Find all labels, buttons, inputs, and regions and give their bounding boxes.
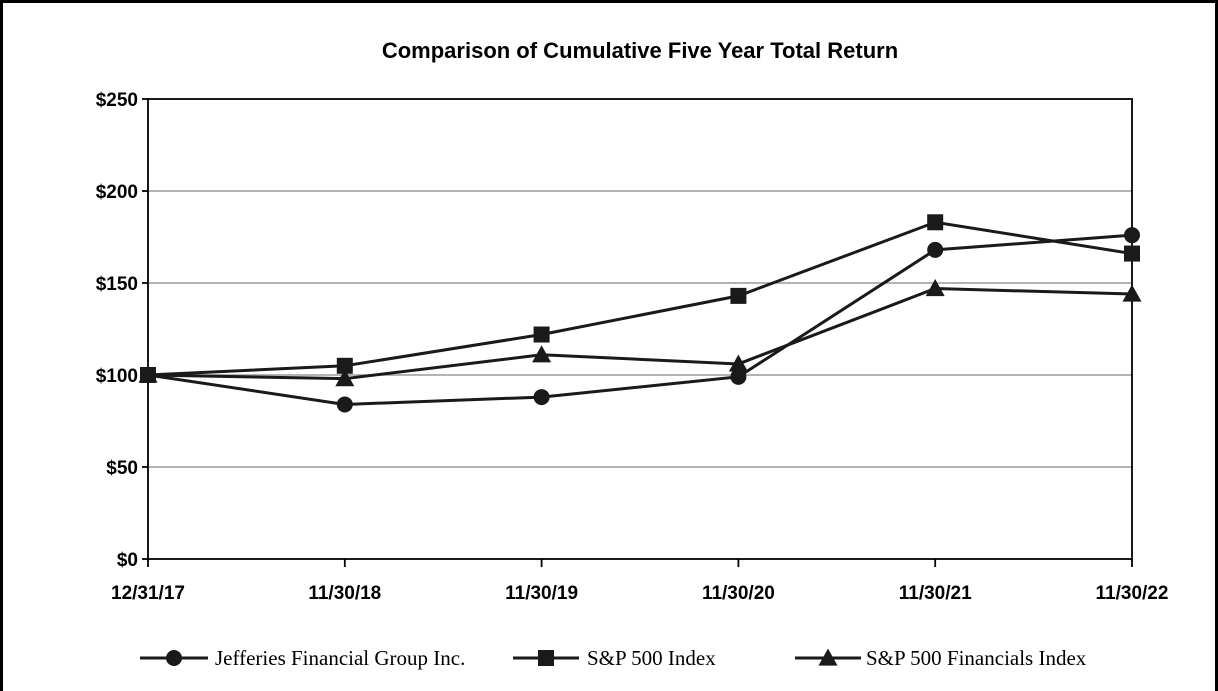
- data-point-triangle: [728, 354, 748, 372]
- data-point-square: [1124, 245, 1140, 262]
- y-tick-label: $50: [106, 458, 138, 479]
- legend-item: Jefferies Financial Group Inc.: [140, 646, 465, 670]
- data-point-square: [336, 357, 353, 374]
- y-tick-label: $200: [96, 182, 138, 203]
- legend-label: Jefferies Financial Group Inc.: [215, 646, 465, 670]
- legend-triangle-marker: [818, 648, 838, 666]
- data-point-triangle: [138, 365, 158, 383]
- x-tick-label: 11/30/22: [1096, 583, 1169, 604]
- x-tick-label: 11/30/20: [702, 583, 775, 604]
- y-tick-label: $100: [96, 366, 138, 387]
- x-tick-label: 12/31/17: [111, 583, 185, 604]
- data-point-square: [730, 287, 747, 304]
- y-tick-label: $0: [117, 550, 138, 571]
- grid-lines: [148, 190, 1132, 468]
- y-tick-label: $250: [96, 90, 138, 111]
- legend-item: S&P 500 Financials Index: [795, 646, 1087, 670]
- data-point-triangle: [532, 345, 552, 363]
- x-tick-label: 11/30/18: [308, 583, 381, 604]
- data-point-square: [533, 326, 550, 343]
- series-triangle: [138, 279, 1142, 387]
- data-point-circle: [730, 368, 747, 385]
- series-square: [140, 214, 1140, 383]
- x-tick-label: 11/30/21: [899, 583, 972, 604]
- data-point-circle: [1124, 227, 1140, 244]
- axes: [147, 98, 1133, 560]
- series-line: [147, 220, 1133, 377]
- data-point-triangle: [925, 279, 945, 297]
- y-axis-ticks: $0 $50 $100 $150 $200 $250: [96, 90, 148, 571]
- legend-circle-marker: [166, 650, 182, 666]
- data-point-circle: [927, 241, 944, 258]
- legend-square-marker: [538, 650, 554, 666]
- legend-label: S&P 500 Financials Index: [866, 646, 1087, 670]
- plot-area-border: [147, 98, 1133, 560]
- data-point-square: [927, 214, 944, 231]
- data-point-triangle: [335, 369, 355, 387]
- series-line: [147, 287, 1133, 381]
- y-tick-label: $150: [96, 274, 138, 295]
- data-point-triangle: [1122, 284, 1142, 302]
- legend-item: S&P 500 Index: [513, 646, 716, 670]
- legend: Jefferies Financial Group Inc. S&P 500 In…: [140, 646, 1087, 670]
- x-axis-ticks: 12/31/17 11/30/18 11/30/19 11/30/20 11/30/21…: [111, 559, 1168, 604]
- chart-title: Comparison of Cumulative Five Year Total…: [382, 38, 898, 63]
- data-point-circle: [533, 389, 550, 406]
- data-point-circle: [336, 396, 353, 413]
- series-circle: [140, 227, 1140, 413]
- x-tick-label: 11/30/19: [505, 583, 578, 604]
- series-line: [147, 233, 1133, 406]
- legend-label: S&P 500 Index: [587, 646, 716, 670]
- series: [138, 214, 1142, 413]
